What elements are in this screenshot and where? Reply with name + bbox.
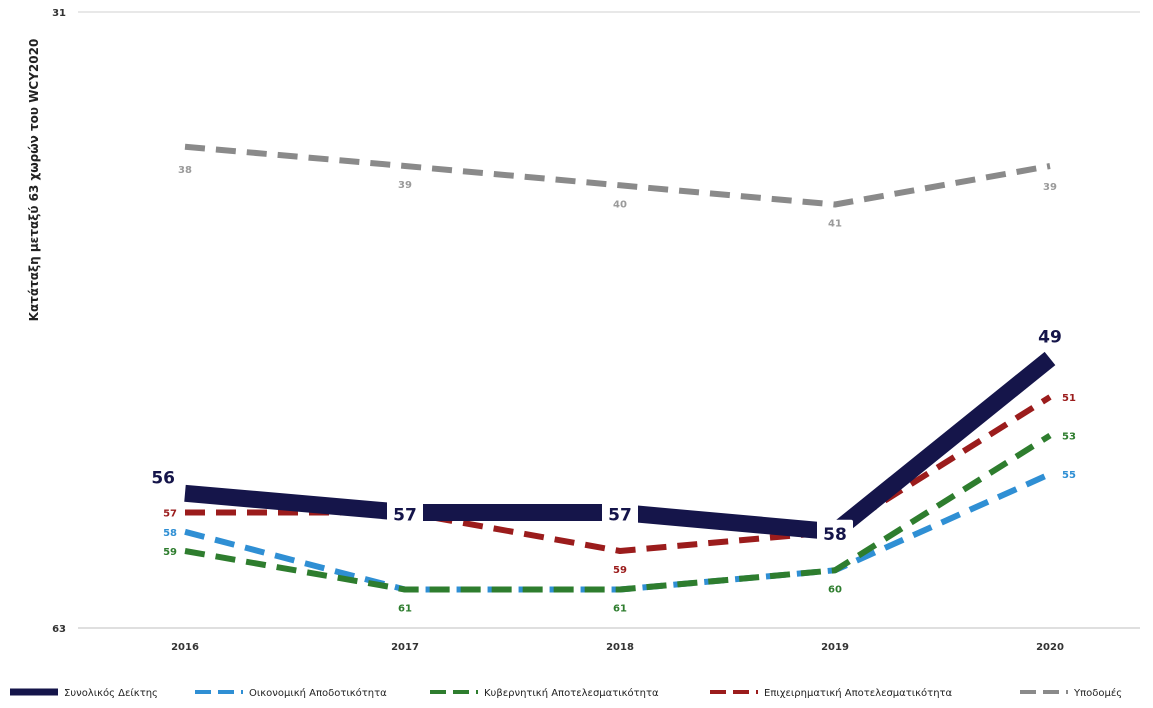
series-line bbox=[185, 394, 1052, 554]
data-label: 58 bbox=[823, 525, 847, 545]
x-tick-label: 2020 bbox=[1036, 642, 1064, 653]
data-label: 39 bbox=[398, 180, 412, 191]
x-tick-label: 2019 bbox=[821, 642, 849, 653]
x-tick-label: 2017 bbox=[391, 642, 419, 653]
data-label: 55 bbox=[1062, 470, 1076, 481]
y-tick-label: 63 bbox=[52, 624, 66, 635]
data-label-background bbox=[387, 500, 423, 527]
axes: 31 63 2016 2017 2018 2019 2020 Κατάταξη μεταξύ … bbox=[27, 8, 1140, 653]
series-line bbox=[184, 143, 1051, 208]
data-label-background bbox=[817, 519, 853, 546]
data-label: 61 bbox=[398, 604, 412, 615]
data-label: 57 bbox=[163, 509, 177, 520]
legend-item-label: Συνολικός Δείκτης bbox=[64, 687, 158, 699]
data-label: 40 bbox=[613, 199, 627, 210]
x-tick-label: 2016 bbox=[171, 642, 199, 653]
legend-item-label: Οικονομική Αποδοτικότητα bbox=[249, 687, 387, 699]
data-label: 60 bbox=[828, 584, 842, 595]
x-tick-label: 2018 bbox=[606, 642, 634, 653]
data-label: 39 bbox=[1043, 182, 1057, 193]
data-label: 59 bbox=[613, 565, 627, 576]
legend-item-label: Κυβερνητική Αποτελεσματικότητα bbox=[484, 687, 659, 699]
data-label: 61 bbox=[613, 604, 627, 615]
legend: Συνολικός Δείκτης Οικονομική Αποδοτικότητ… bbox=[10, 687, 1122, 699]
data-label: 49 bbox=[1038, 328, 1062, 348]
data-label: 51 bbox=[1062, 393, 1076, 404]
data-label: 53 bbox=[1062, 432, 1076, 443]
data-label: 58 bbox=[163, 528, 177, 539]
data-label: 56 bbox=[151, 468, 175, 488]
legend-item-label: Επιχειρηματική Αποτελεσματικότητα bbox=[764, 687, 953, 699]
data-label: 41 bbox=[828, 219, 842, 230]
legend-item-label: Υποδομές bbox=[1073, 687, 1122, 699]
data-label: 59 bbox=[163, 547, 177, 558]
y-tick-label: 31 bbox=[52, 8, 66, 19]
data-label: 57 bbox=[608, 506, 632, 526]
data-labels: 56 57 57 58 49 58 55 59 61 61 60 53 57 59 51 38 39 40 41 39 bbox=[151, 165, 1076, 615]
data-label: 57 bbox=[393, 506, 417, 526]
series-line bbox=[184, 432, 1052, 593]
y-axis-label: Κατάταξη μεταξύ 63 χωρών του WCY2020 bbox=[27, 39, 41, 322]
data-label-background bbox=[602, 500, 638, 527]
data-label: 38 bbox=[178, 165, 192, 176]
